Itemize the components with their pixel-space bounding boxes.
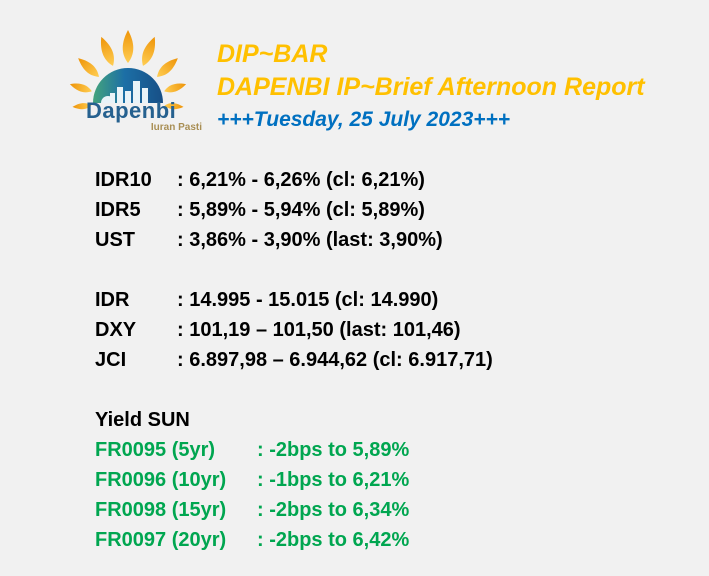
report-title: DAPENBI IP~Brief Afternoon Report <box>217 73 645 101</box>
report-code-title: DIP~BAR <box>217 40 328 68</box>
market-row-jci: JCI : 6.897,98 – 6.944,62 (cl: 6.917,71) <box>95 345 493 375</box>
report-header: DIP~BAR DAPENBI IP~Brief Afternoon Repor… <box>217 38 645 135</box>
market-label: JCI <box>95 349 127 371</box>
sunrise-logo-icon <box>68 30 188 110</box>
market-value: : 14.995 - 15.015 (cl: 14.990) <box>177 289 439 311</box>
market-label: IDR <box>95 289 130 311</box>
rate-row-idr10: IDR10 : 6,21% - 6,26% (cl: 6,21%) <box>95 165 493 195</box>
yield-row-fr0095: FR0095 (5yr) : -2bps to 5,89% <box>95 435 493 465</box>
rate-label: IDR5 <box>95 199 141 221</box>
bond-value: : -2bps to 6,42% <box>257 529 410 551</box>
bond-label: FR0096 (10yr) <box>95 469 227 491</box>
rate-row-ust: UST : 3,86% - 3,90% (last: 3,90%) <box>95 225 493 255</box>
bond-label: FR0095 (5yr) <box>95 439 216 461</box>
block-spacer <box>95 255 493 285</box>
yield-row-fr0096: FR0096 (10yr) : -1bps to 6,21% <box>95 465 493 495</box>
yield-row-fr0097: FR0097 (20yr) : -2bps to 6,42% <box>95 525 493 555</box>
bond-label: FR0098 (15yr) <box>95 499 227 521</box>
rate-label: UST <box>95 229 135 251</box>
market-value: : 6.897,98 – 6.944,62 (cl: 6.917,71) <box>177 349 493 371</box>
yield-row-fr0098: FR0098 (15yr) : -2bps to 6,34% <box>95 495 493 525</box>
market-value: : 101,19 – 101,50 (last: 101,46) <box>177 319 461 341</box>
dapenbi-logo: Dapenbi Iuran Pasti <box>66 26 206 144</box>
logo-name: Dapenbi <box>86 98 177 123</box>
rate-label: IDR10 <box>95 169 152 191</box>
bond-value: : -1bps to 6,21% <box>257 469 410 491</box>
rate-value: : 6,21% - 6,26% (cl: 6,21%) <box>177 169 425 191</box>
bond-label: FR0097 (20yr) <box>95 529 227 551</box>
rate-value: : 3,86% - 3,90% (last: 3,90%) <box>177 229 443 251</box>
report-date: +++Tuesday, 25 July 2023+++ <box>217 108 511 131</box>
market-row-dxy: DXY : 101,19 – 101,50 (last: 101,46) <box>95 315 493 345</box>
rate-value: : 5,89% - 5,94% (cl: 5,89%) <box>177 199 425 221</box>
yield-section-title: Yield SUN <box>95 409 190 431</box>
market-row-idr: IDR : 14.995 - 15.015 (cl: 14.990) <box>95 285 493 315</box>
block-spacer <box>95 375 493 405</box>
rate-row-idr5: IDR5 : 5,89% - 5,94% (cl: 5,89%) <box>95 195 493 225</box>
market-label: DXY <box>95 319 137 341</box>
bond-value: : -2bps to 5,89% <box>257 439 410 461</box>
bond-value: : -2bps to 6,34% <box>257 499 410 521</box>
logo-tagline: Iuran Pasti <box>150 122 202 133</box>
report-body: IDR10 : 6,21% - 6,26% (cl: 6,21%) IDR5 : 5… <box>95 165 493 555</box>
